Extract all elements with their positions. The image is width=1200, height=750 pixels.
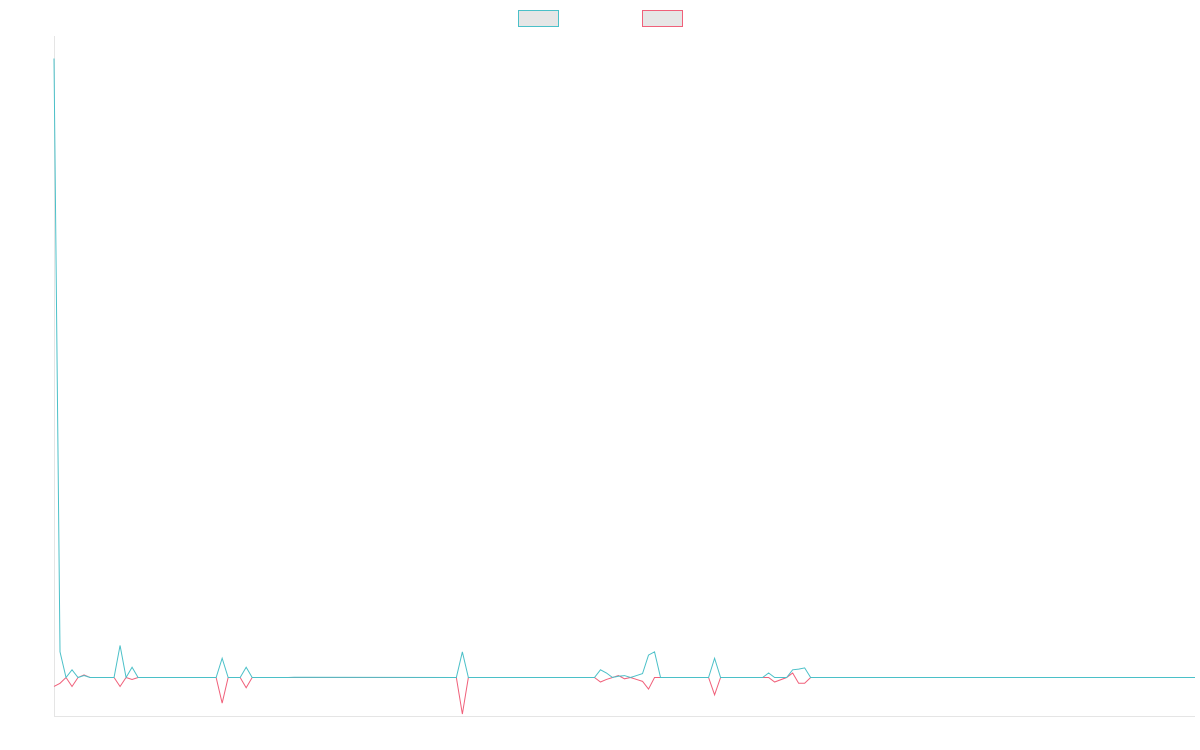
legend[interactable] xyxy=(518,10,683,27)
series-line-1 xyxy=(53,58,1195,679)
legend-swatch-2[interactable] xyxy=(642,10,683,27)
legend-swatch-1[interactable] xyxy=(518,10,559,27)
series-layer xyxy=(53,58,1195,715)
series-line-2 xyxy=(53,672,1195,715)
